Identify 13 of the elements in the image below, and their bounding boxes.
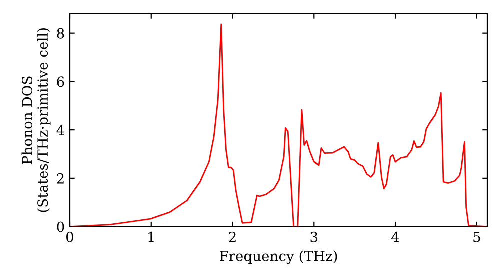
y-tick-label: 0 xyxy=(57,222,64,232)
y-axis-title: Phonon DOS (States/THz·primitive cell) xyxy=(22,28,51,212)
x-tick-label: 0 xyxy=(66,232,74,242)
x-tick-label: 3 xyxy=(310,232,318,242)
x-tick-label: 5 xyxy=(474,232,480,242)
x-tick-label: 2 xyxy=(229,232,236,242)
x-tick-label: 1 xyxy=(148,232,154,242)
y-tick-label: 2 xyxy=(57,173,64,184)
x-axis-title: Frequency (THz) xyxy=(220,250,338,264)
y-tick-label: 6 xyxy=(57,76,64,88)
x-tick-label: 4 xyxy=(392,232,400,242)
y-tick-label: 4 xyxy=(56,125,64,136)
y-tick-label: 8 xyxy=(57,28,64,39)
